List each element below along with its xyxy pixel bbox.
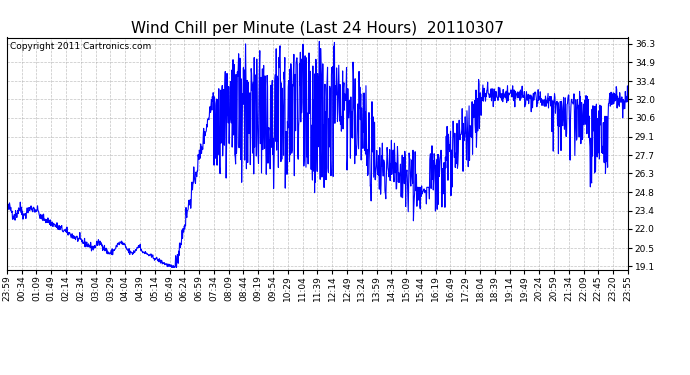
Title: Wind Chill per Minute (Last 24 Hours)  20110307: Wind Chill per Minute (Last 24 Hours) 20… — [131, 21, 504, 36]
Text: Copyright 2011 Cartronics.com: Copyright 2011 Cartronics.com — [10, 42, 151, 51]
